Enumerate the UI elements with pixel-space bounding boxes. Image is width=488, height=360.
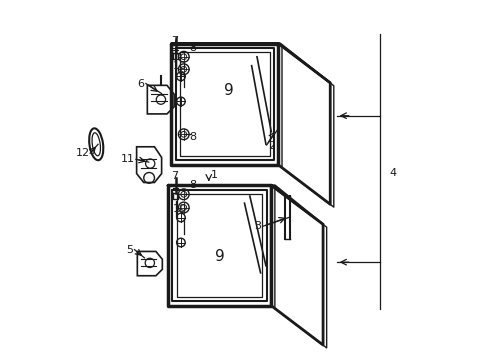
Polygon shape xyxy=(147,85,174,114)
Text: 8: 8 xyxy=(189,180,196,190)
Text: 12: 12 xyxy=(76,148,90,158)
Text: 11: 11 xyxy=(121,154,135,164)
Text: 8: 8 xyxy=(189,132,196,142)
Text: 1: 1 xyxy=(210,170,217,180)
Text: 6: 6 xyxy=(137,78,144,89)
Polygon shape xyxy=(136,147,162,183)
Ellipse shape xyxy=(92,133,100,156)
Text: 5: 5 xyxy=(126,245,133,255)
Ellipse shape xyxy=(89,128,103,160)
Text: 10: 10 xyxy=(172,62,186,71)
Text: 7: 7 xyxy=(171,171,178,181)
Text: 9: 9 xyxy=(214,249,224,264)
Text: 9: 9 xyxy=(223,83,233,98)
Text: 4: 4 xyxy=(388,168,395,178)
Text: 7: 7 xyxy=(171,36,178,46)
Text: 3: 3 xyxy=(253,221,261,231)
Text: 8: 8 xyxy=(189,43,196,53)
Text: 10: 10 xyxy=(172,203,186,213)
Polygon shape xyxy=(137,251,162,276)
Text: 2: 2 xyxy=(267,141,274,151)
